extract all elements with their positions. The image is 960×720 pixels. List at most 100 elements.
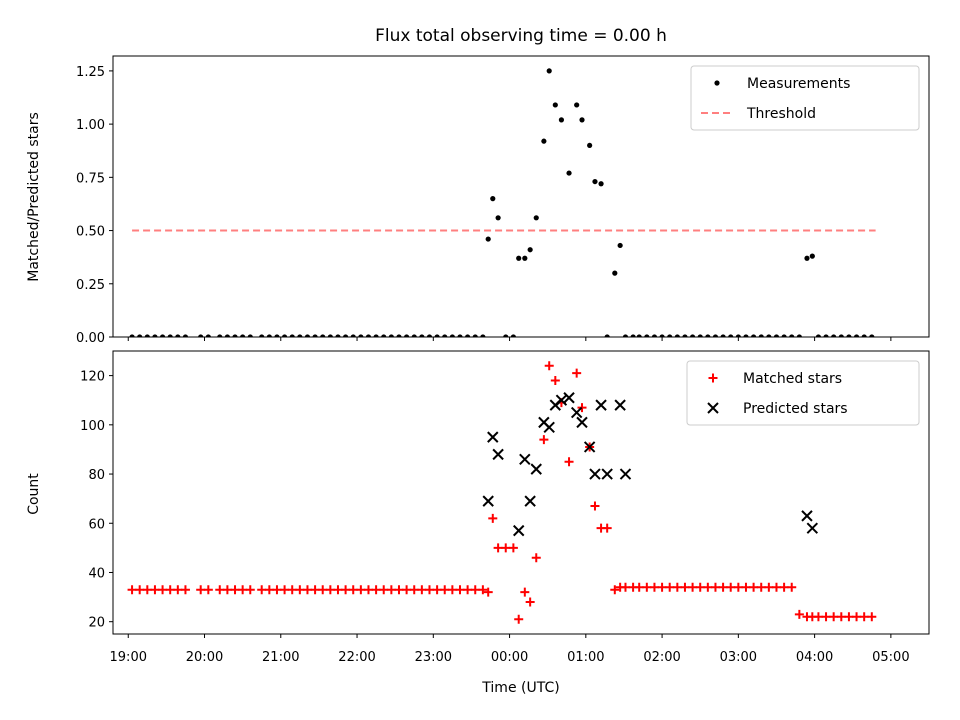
top-chart-ylabel: Matched/Predicted stars: [26, 112, 42, 282]
top-ytick-label: 0.25: [76, 278, 105, 293]
top-ytick-label: 0.50: [76, 225, 105, 240]
top-measurements-point: [823, 334, 829, 337]
top-measurements-point: [327, 334, 333, 337]
bottom-matched-stars-point: [238, 585, 248, 595]
top-measurements-point: [419, 334, 425, 337]
bottom-matched-stars-point: [173, 585, 183, 595]
top-measurements-point: [773, 334, 780, 337]
bottom-matched-stars-point: [424, 585, 434, 595]
top-legend-measurements-swatch: [714, 80, 720, 86]
top-measurements-point: [592, 178, 598, 185]
top-measurements-point: [766, 334, 772, 337]
bottom-ytick-label: 40: [88, 566, 105, 581]
top-measurements-point: [510, 334, 516, 337]
bottom-matched-stars-point: [493, 543, 503, 553]
bottom-predicted-stars-point: [570, 406, 583, 419]
bottom-predicted-stars-point: [563, 392, 575, 404]
top-measurements-point: [182, 334, 189, 337]
bottom-predicted-stars-point: [576, 416, 588, 429]
bottom-matched-stars-point: [829, 612, 839, 622]
bottom-legend-predicted-stars-label: Predicted stars: [743, 401, 848, 417]
top-measurements-point: [144, 334, 150, 337]
top-measurements-point: [396, 334, 402, 337]
bottom-matched-stars-point: [447, 585, 457, 595]
top-measurements-point: [224, 334, 230, 337]
top-measurements-point: [838, 334, 844, 337]
top-measurements-point: [598, 181, 604, 187]
bottom-legend-predicted-stars-swatch: [707, 402, 719, 414]
top-measurements-point: [320, 334, 326, 337]
top-measurements-point: [495, 215, 501, 221]
bottom-matched-stars-point: [196, 585, 206, 595]
top-ytick-label: 0.00: [76, 331, 105, 346]
bottom-matched-stars-point: [432, 585, 442, 595]
bottom-legend-matched-stars-swatch: [708, 373, 718, 383]
bottom-predicted-stars-point: [524, 495, 536, 507]
bottom-matched-stars-point: [245, 585, 255, 595]
bottom-matched-stars-point: [764, 582, 774, 592]
bottom-matched-stars-point: [463, 585, 473, 595]
top-measurements-point: [552, 102, 558, 108]
top-measurements-point: [404, 334, 410, 337]
bottom-matched-stars-point: [859, 612, 869, 622]
bottom-matched-stars-point: [394, 585, 404, 595]
top-measurements-point: [796, 334, 802, 337]
bottom-predicted-stars-point: [482, 495, 494, 507]
bottom-matched-stars-point: [525, 597, 535, 607]
bottom-matched-stars-point: [539, 435, 549, 445]
top-measurements-point: [503, 334, 509, 337]
bottom-legend-box: [686, 360, 920, 426]
bottom-matched-stars-point: [215, 585, 225, 595]
top-measurements-point: [175, 334, 181, 337]
top-measurements-point: [480, 334, 486, 337]
top-measurements-point: [159, 334, 166, 337]
top-measurements-point: [426, 334, 433, 337]
bottom-matched-stars-point: [280, 585, 290, 595]
top-measurements-point: [259, 334, 265, 337]
top-measurements-point: [541, 138, 547, 144]
top-measurements-point: [533, 215, 539, 221]
bottom-matched-stars-point: [165, 585, 175, 595]
bottom-matched-stars-point: [455, 585, 465, 595]
bottom-matched-stars-point: [180, 585, 190, 595]
top-measurements-point: [167, 334, 173, 337]
bottom-xtick-label: 02:00: [643, 650, 680, 665]
bottom-matched-stars-point: [386, 585, 396, 595]
bottom-matched-stars-point: [680, 582, 690, 592]
bottom-matched-stars-point: [257, 585, 267, 595]
top-measurements-point: [735, 334, 741, 337]
bottom-matched-stars-point: [550, 376, 560, 386]
bottom-matched-stars-point: [520, 587, 530, 597]
bottom-matched-stars-point: [127, 585, 137, 595]
bottom-predicted-stars-point: [801, 510, 813, 522]
bottom-matched-stars-point: [749, 582, 759, 592]
top-measurements-point: [667, 334, 673, 337]
bottom-matched-stars-point: [610, 585, 620, 595]
bottom-xtick-label: 04:00: [796, 650, 833, 665]
bottom-ytick-label: 120: [80, 370, 105, 385]
top-measurements-point: [546, 68, 552, 74]
top-plot: 0.00 0.25 0.50 0.75 1.00 1.25 Measurements Thre…: [76, 55, 930, 346]
top-measurements-point: [697, 334, 703, 337]
bottom-matched-stars-point: [302, 585, 312, 595]
bottom-matched-stars-point: [272, 585, 282, 595]
top-measurements-point: [297, 334, 303, 337]
top-axes-frame: [112, 55, 930, 338]
top-ytick-label: 1.00: [76, 118, 105, 133]
bottom-matched-stars-point: [821, 612, 831, 622]
top-measurements-point: [465, 334, 471, 337]
bottom-matched-stars-point: [135, 585, 145, 595]
bottom-matched-stars-point: [718, 582, 728, 592]
top-measurements-point: [869, 334, 875, 337]
bottom-predicted-stars-point: [513, 524, 525, 537]
bottom-ytick-label: 20: [88, 616, 105, 631]
bottom-matched-stars-point: [488, 513, 498, 523]
top-measurements-point: [522, 255, 528, 261]
bottom-matched-stars-point: [710, 582, 720, 592]
bottom-matched-stars-point: [470, 585, 480, 595]
bottom-xtick-label: 05:00: [872, 650, 909, 665]
bottom-xtick-label: 22:00: [338, 650, 375, 665]
bottom-matched-stars-point: [158, 585, 168, 595]
bottom-predicted-stars-point: [614, 399, 626, 411]
bottom-matched-stars-point: [203, 585, 213, 595]
